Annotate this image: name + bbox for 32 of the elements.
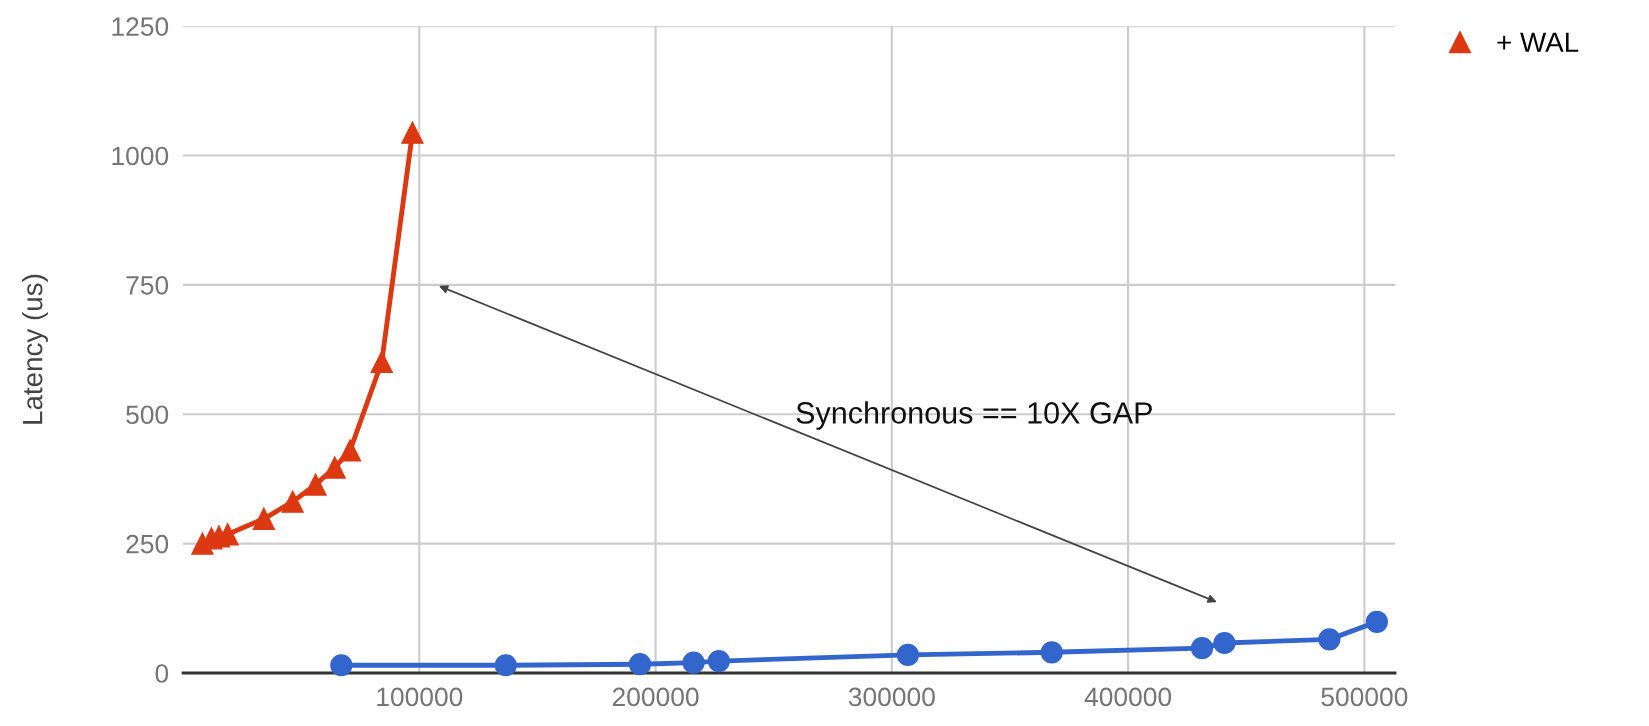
point (330, 654, 353, 677)
y-tick-label: 500 (126, 405, 169, 425)
point (1318, 628, 1341, 651)
point (1040, 641, 1063, 664)
point (370, 350, 393, 374)
point (628, 653, 652, 676)
point (401, 121, 424, 144)
y-tick-label: 1000 (112, 146, 169, 166)
point (323, 456, 346, 479)
point (252, 507, 275, 530)
point (304, 473, 327, 496)
y-tick-label: 1250 (112, 17, 169, 36)
x-tick-label: 500000 (1321, 687, 1408, 707)
point (682, 651, 705, 674)
point (338, 439, 362, 462)
x-tick-label: 100000 (377, 687, 463, 707)
y-tick-label: 750 (126, 276, 169, 295)
point (896, 643, 919, 667)
y-axis-title: Latency (us) (22, 274, 48, 424)
x-tick-label: 300000 (848, 687, 935, 707)
y-tick-label: 0 (155, 664, 169, 683)
y-tick-label: 250 (126, 534, 169, 554)
x-tick-label: 400000 (1084, 687, 1172, 707)
point (281, 490, 304, 513)
point (1213, 631, 1236, 655)
point (707, 649, 730, 673)
x-tick-label: 200000 (612, 687, 699, 707)
point (1190, 637, 1214, 660)
point (1365, 610, 1388, 633)
legend-label: + WAL (1497, 32, 1579, 52)
point (494, 654, 517, 677)
annotation: Synchronous == 10X GAP (796, 401, 1152, 430)
